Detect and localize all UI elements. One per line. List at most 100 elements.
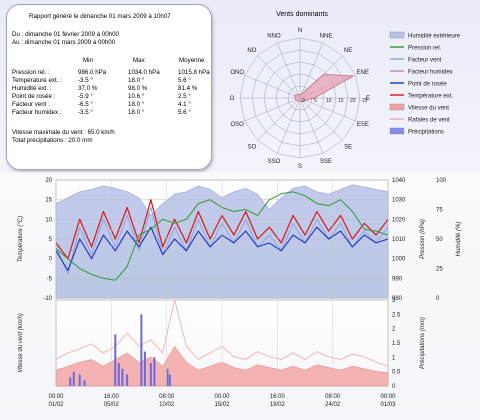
humidity-tick-label: 100 bbox=[436, 178, 447, 184]
stat-min: -3.5 ° bbox=[78, 77, 93, 85]
stat-max: 10.6 ° bbox=[128, 93, 145, 101]
chart-legend: Humidité extérieure Pression rel. Facteur … bbox=[389, 31, 461, 136]
stat-max: 1034.0 hPa bbox=[128, 69, 160, 77]
temp-tick-label: 5 bbox=[49, 237, 53, 243]
column-header-average: Moyenne bbox=[179, 57, 205, 64]
rain-bar bbox=[69, 377, 72, 386]
pressure-axis-label: Pression (hPa) bbox=[420, 219, 426, 259]
rose-spoke bbox=[244, 74, 301, 99]
rain-bar bbox=[121, 368, 124, 386]
rose-spoke bbox=[257, 55, 301, 99]
rain-bar bbox=[140, 314, 143, 386]
temp-tick-label: 15 bbox=[45, 198, 52, 204]
pressure-tick-label: 1010 bbox=[392, 237, 406, 243]
x-tick-date: 15/02 bbox=[214, 402, 230, 408]
legend-label: Humidité extérieure bbox=[408, 34, 461, 40]
x-tick-time: 08:00 bbox=[325, 394, 341, 400]
rose-ring-label: 10 bbox=[326, 98, 332, 104]
humidity-tick-label: 0 bbox=[436, 296, 440, 302]
stat-min: -5.9 ° bbox=[78, 93, 93, 101]
rain-tick-label: 0.5 bbox=[392, 370, 401, 376]
rose-spoke bbox=[276, 42, 301, 99]
rose-spoke bbox=[244, 97, 301, 122]
humidity-tick-label: 25 bbox=[436, 267, 443, 273]
rain-tick-label: 1.5 bbox=[392, 341, 401, 347]
column-header-min: Min bbox=[83, 57, 93, 64]
stat-min: 986.0 hPa bbox=[78, 69, 107, 77]
wind-axis-label: Vitesse du vent (km/h) bbox=[18, 313, 24, 373]
rose-spoke bbox=[299, 97, 356, 122]
rose-direction-label: SSE bbox=[320, 159, 332, 165]
rain-bar bbox=[168, 374, 171, 386]
rose-ring-label: 20 bbox=[350, 98, 356, 104]
rose-direction-label: N bbox=[298, 28, 302, 34]
rose-direction-label: NO bbox=[247, 48, 256, 54]
x-tick-date: 01/02 bbox=[48, 402, 64, 408]
rain-bar bbox=[153, 357, 156, 386]
report-from: Du : dimanche 01 février 2009 à 00h00 bbox=[12, 31, 119, 38]
legend-label: Point de rosée bbox=[408, 82, 447, 88]
x-tick-time: 00:00 bbox=[380, 394, 396, 400]
x-tick-time: 16:00 bbox=[270, 394, 286, 400]
rose-direction-label: NNO bbox=[267, 33, 281, 39]
wind-rose-title: Vents dominants bbox=[276, 11, 328, 18]
x-tick-date: 01/03 bbox=[380, 402, 396, 408]
rose-direction-label: OSO bbox=[231, 122, 245, 128]
rose-ring-label: 15 bbox=[338, 98, 344, 104]
stat-max: 98.0 % bbox=[128, 85, 148, 93]
rain-bar bbox=[126, 374, 129, 386]
x-tick-time: 00:00 bbox=[214, 394, 230, 400]
stat-label: Température ext. : bbox=[12, 77, 62, 85]
rose-direction-label: O bbox=[230, 96, 235, 102]
rose-direction-label: NNE bbox=[320, 33, 333, 39]
rose-direction-label: E bbox=[366, 96, 370, 102]
rose-spoke bbox=[299, 42, 324, 99]
temp-axis-label: Température (°C) bbox=[18, 216, 24, 262]
pressure-tick-label: 1020 bbox=[392, 217, 406, 223]
stat-min: -6.5 ° bbox=[78, 101, 93, 109]
rose-spoke bbox=[276, 97, 301, 154]
rose-frequency-polygon bbox=[294, 73, 355, 102]
stat-label: Humidité ext. : bbox=[12, 85, 52, 93]
stat-label: Pression rel. : bbox=[12, 69, 50, 77]
max-wind-speed: Vitesse maximale du vent : 65.0 km/h bbox=[12, 129, 115, 136]
legend-label: Précipitations bbox=[408, 130, 444, 136]
legend-swatch bbox=[389, 127, 405, 135]
rose-ring-label: 0 bbox=[302, 98, 305, 104]
x-tick-date: 05/02 bbox=[104, 402, 120, 408]
rain-bar bbox=[143, 351, 146, 386]
stats-row: Point de rosée : -5.9 ° 10.6 ° 2.5 ° bbox=[12, 93, 210, 101]
stat-average: 5.6 ° bbox=[178, 77, 191, 85]
stat-min: -3.5 ° bbox=[78, 109, 93, 117]
stats-row: Humidité ext. : 37.0 % 98.0 % 81.4 % bbox=[12, 85, 210, 93]
humidity-tick-label: 50 bbox=[436, 237, 443, 243]
humidity-axis-label: Humidité (%) bbox=[456, 222, 462, 257]
legend-label: Vitesse du vent bbox=[408, 106, 449, 112]
pressure-tick-label: 1000 bbox=[392, 257, 406, 263]
x-tick-time: 08:00 bbox=[159, 394, 175, 400]
humidity-tick-label: 75 bbox=[436, 208, 443, 214]
pressure-tick-label: 980 bbox=[392, 296, 403, 302]
total-precipitation: Total précipitations : 20.0 mm bbox=[12, 137, 93, 144]
legend-label: Rafales de vent bbox=[408, 118, 450, 124]
stats-row: Facteur vent : -6.5 ° 18.0 ° 4.1 ° bbox=[12, 101, 210, 109]
column-header-max: Max bbox=[133, 57, 145, 64]
pressure-tick-label: 1030 bbox=[392, 198, 406, 204]
x-tick-date: 19/02 bbox=[270, 402, 286, 408]
pressure-tick-label: 1040 bbox=[392, 178, 406, 184]
report-title: Rapport généré le dimanche 01 mars 2009 … bbox=[29, 13, 171, 20]
temp-tick-label: -10 bbox=[43, 296, 52, 302]
stat-average: 81.4 % bbox=[178, 85, 198, 93]
legend-label: Pression rel. bbox=[408, 46, 442, 52]
stat-average: 4.1 ° bbox=[178, 101, 191, 109]
legend-swatch bbox=[389, 103, 405, 111]
pressure-tick-label: 990 bbox=[392, 276, 403, 282]
stats-table: Pression rel. : 986.0 hPa 1034.0 hPa 1015.8… bbox=[12, 69, 210, 117]
legend-label: Facteur vent bbox=[408, 58, 442, 64]
rose-spoke bbox=[257, 97, 301, 141]
report-summary-panel: Rapport généré le dimanche 01 mars 2009 … bbox=[6, 4, 212, 170]
stat-label: Point de rosée : bbox=[12, 93, 56, 101]
x-tick-date: 10/02 bbox=[159, 402, 175, 408]
rain-axis-label: Précipitations (mm) bbox=[420, 317, 426, 369]
